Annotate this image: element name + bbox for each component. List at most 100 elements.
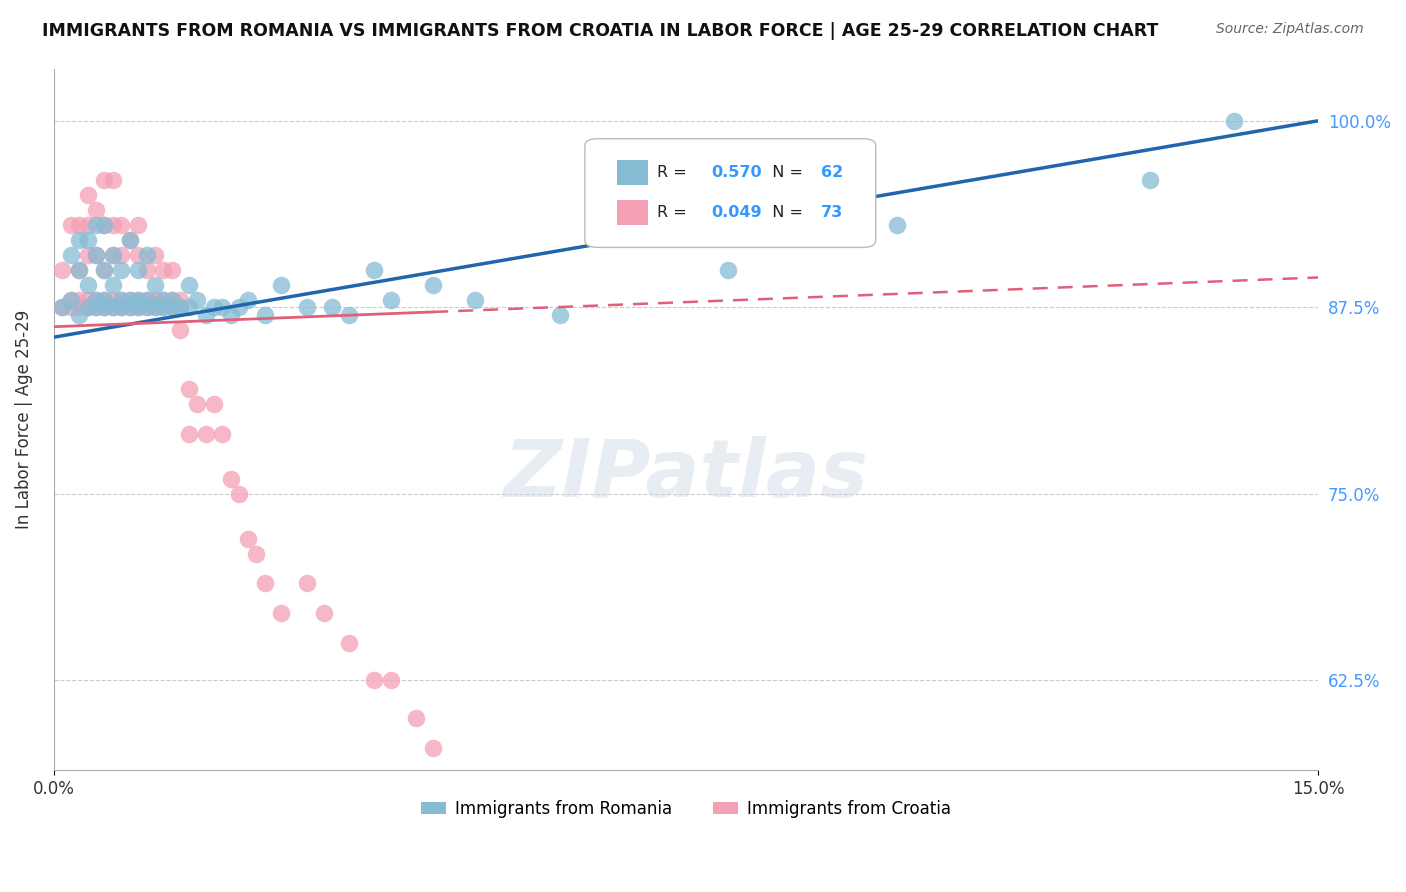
Text: 0.570: 0.570: [711, 165, 762, 180]
Point: [127, 301, 149, 315]
Text: 73: 73: [821, 205, 844, 219]
Point: [110, 248, 132, 262]
Point: [194, 427, 217, 442]
Point: [143, 248, 166, 262]
Point: [67, 301, 90, 315]
Point: [245, 547, 267, 561]
Point: [76, 219, 98, 233]
Point: [194, 308, 217, 322]
Point: [118, 233, 141, 247]
Point: [202, 397, 225, 411]
Point: [76, 188, 98, 202]
Point: [160, 301, 183, 315]
Point: [177, 427, 200, 442]
Point: [169, 301, 191, 315]
Point: [169, 323, 191, 337]
Point: [67, 308, 90, 322]
Point: [152, 301, 174, 315]
Point: [211, 427, 233, 442]
Point: [186, 397, 208, 411]
Point: [51, 301, 73, 315]
Point: [228, 487, 250, 501]
Point: [84, 301, 107, 315]
Point: [143, 301, 166, 315]
Point: [169, 301, 191, 315]
Point: [59, 293, 82, 307]
Point: [236, 293, 259, 307]
Point: [152, 301, 174, 315]
Point: [101, 277, 124, 292]
Point: [118, 293, 141, 307]
Point: [548, 308, 571, 322]
Point: [228, 301, 250, 315]
Point: [337, 308, 360, 322]
Point: [101, 293, 124, 307]
Point: [84, 219, 107, 233]
Point: [295, 576, 318, 591]
Point: [152, 263, 174, 277]
Point: [135, 301, 157, 315]
Point: [337, 636, 360, 650]
Point: [118, 301, 141, 315]
Text: 62: 62: [821, 165, 844, 180]
Point: [186, 293, 208, 307]
Bar: [616, 200, 648, 225]
Point: [51, 301, 73, 315]
Point: [110, 263, 132, 277]
Point: [101, 301, 124, 315]
Point: [219, 308, 242, 322]
Point: [110, 301, 132, 315]
Point: [93, 301, 115, 315]
Point: [270, 277, 292, 292]
Point: [84, 293, 107, 307]
Point: [202, 301, 225, 315]
Point: [127, 301, 149, 315]
Point: [219, 472, 242, 486]
Point: [363, 263, 385, 277]
Point: [101, 219, 124, 233]
Point: [101, 173, 124, 187]
Point: [152, 293, 174, 307]
Text: R =: R =: [657, 165, 692, 180]
Point: [67, 233, 90, 247]
Point: [67, 219, 90, 233]
Point: [321, 301, 343, 315]
Y-axis label: In Labor Force | Age 25-29: In Labor Force | Age 25-29: [15, 310, 32, 529]
Point: [101, 248, 124, 262]
Point: [110, 293, 132, 307]
Point: [253, 576, 276, 591]
Point: [118, 301, 141, 315]
Point: [84, 293, 107, 307]
Point: [717, 263, 740, 277]
Point: [59, 293, 82, 307]
Point: [84, 203, 107, 218]
Point: [160, 293, 183, 307]
Point: [464, 293, 486, 307]
Point: [93, 173, 115, 187]
Text: N =: N =: [762, 165, 808, 180]
Point: [127, 219, 149, 233]
Point: [118, 233, 141, 247]
FancyBboxPatch shape: [585, 138, 876, 247]
Point: [1223, 113, 1246, 128]
Text: N =: N =: [762, 205, 808, 219]
Point: [422, 740, 444, 755]
Point: [101, 248, 124, 262]
Point: [76, 233, 98, 247]
Point: [135, 293, 157, 307]
Point: [76, 301, 98, 315]
Point: [84, 248, 107, 262]
Point: [422, 277, 444, 292]
Point: [135, 263, 157, 277]
Point: [93, 293, 115, 307]
Text: ZIPatlas: ZIPatlas: [503, 436, 869, 515]
Point: [160, 263, 183, 277]
Point: [177, 383, 200, 397]
Point: [143, 277, 166, 292]
Point: [76, 248, 98, 262]
Point: [127, 248, 149, 262]
Text: Source: ZipAtlas.com: Source: ZipAtlas.com: [1216, 22, 1364, 37]
Text: IMMIGRANTS FROM ROMANIA VS IMMIGRANTS FROM CROATIA IN LABOR FORCE | AGE 25-29 CO: IMMIGRANTS FROM ROMANIA VS IMMIGRANTS FR…: [42, 22, 1159, 40]
Point: [160, 301, 183, 315]
Point: [93, 263, 115, 277]
